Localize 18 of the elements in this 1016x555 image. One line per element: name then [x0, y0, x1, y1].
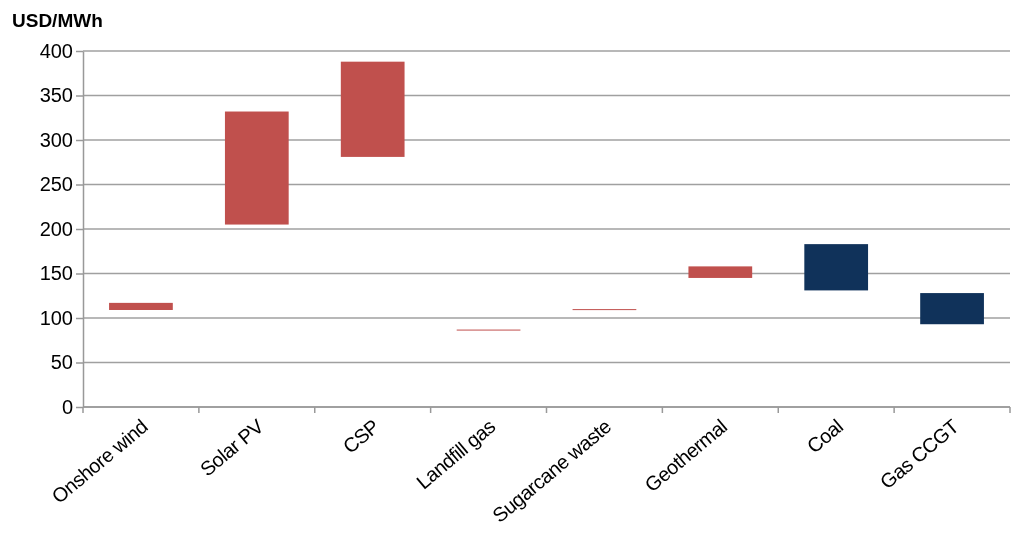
bar: [340, 61, 405, 157]
y-tick-label: 0: [61, 395, 73, 418]
y-tick-label: 100: [39, 306, 73, 329]
bar: [688, 266, 753, 278]
y-tick-label: 250: [39, 173, 73, 196]
y-tick-label: 50: [50, 351, 73, 374]
y-tick-label: 200: [39, 217, 73, 240]
bar: [109, 302, 173, 310]
y-tick-label: 300: [39, 128, 73, 151]
y-tick-label: 350: [39, 84, 73, 107]
x-tick-label: Coal: [802, 415, 847, 458]
y-tick-label: 400: [39, 39, 73, 62]
bar: [920, 293, 984, 325]
y-axis-title: USD/MWh: [12, 10, 103, 31]
y-tick-label: 150: [39, 262, 73, 285]
bar: [804, 244, 869, 291]
x-tick-label: CSP: [338, 415, 384, 458]
bar: [224, 111, 289, 225]
